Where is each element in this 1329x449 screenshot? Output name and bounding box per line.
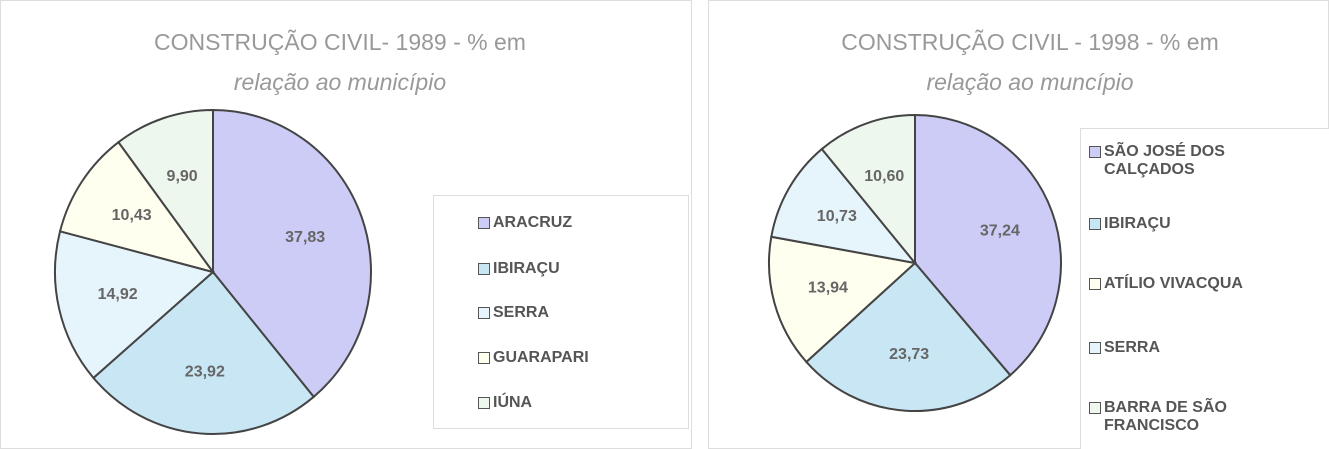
data-label: 37,24 (980, 222, 1020, 239)
pie-slice (804, 261, 1012, 412)
legend-swatch (1089, 402, 1101, 414)
legend: SÃO JOSÉ DOS CALÇADOS IBIRAÇU ATÍLIO VIVAC… (1080, 128, 1329, 449)
legend-item: SÃO JOSÉ DOS CALÇADOS (1089, 143, 1289, 179)
legend-label: SÃO JOSÉ DOS CALÇADOS (1104, 143, 1225, 178)
pie-slice (212, 108, 372, 399)
pie-slice (770, 147, 918, 265)
legend-item: IBIRAÇU (1089, 215, 1289, 233)
data-label: 14,92 (98, 286, 138, 303)
pie-slice (58, 140, 216, 274)
legend-swatch (478, 263, 490, 275)
legend-swatch (478, 352, 490, 364)
legend-label: SERRA (1104, 339, 1161, 356)
legend-label: IBIRAÇU (1104, 215, 1171, 232)
legend-label: IÚNA (493, 394, 533, 411)
pie-slice (54, 230, 216, 380)
legend: ARACRUZ IBIRAÇU SERRA GUARAPARI IÚNA (433, 195, 689, 429)
data-label: 9,90 (167, 168, 198, 185)
chart-title: CONSTRUÇÃO CIVIL- 1989 - % em (154, 29, 526, 55)
legend-label: GUARAPARI (493, 349, 589, 366)
legend-swatch (1089, 218, 1101, 230)
legend-swatch (1089, 342, 1101, 354)
legend-label: SERRA (493, 304, 550, 321)
legend-label: ATÍLIO VIVACQUA (1104, 275, 1243, 292)
data-label: 10,43 (112, 207, 152, 224)
legend-item: ARACRUZ (478, 214, 678, 232)
legend-item: GUARAPARI (478, 349, 678, 367)
chart-title: relação ao muncípio (926, 69, 1133, 95)
legend-swatch (478, 217, 490, 229)
pie-slice (820, 113, 916, 266)
data-label: 10,73 (817, 208, 857, 225)
pie-slice (117, 108, 214, 276)
legend-item: BARRA DE SÃO FRANCISCO (1089, 399, 1289, 435)
legend-swatch (478, 307, 490, 319)
legend-swatch (1089, 146, 1101, 158)
chart-title: relação ao município (234, 69, 446, 95)
legend-item: ATÍLIO VIVACQUA (1089, 275, 1289, 293)
data-label: 13,94 (808, 279, 848, 296)
data-label: 10,60 (864, 168, 904, 185)
legend-item: SERRA (478, 304, 678, 322)
legend-label: ARACRUZ (493, 214, 573, 231)
legend-label: BARRA DE SÃO FRANCISCO (1104, 399, 1227, 434)
pie-slice (92, 270, 316, 435)
pie-slice (768, 235, 918, 364)
legend-label: IBIRAÇU (493, 260, 560, 277)
legend-swatch (478, 397, 490, 409)
legend-item: IÚNA (478, 394, 678, 412)
data-label: 23,73 (889, 346, 929, 363)
chart-title: CONSTRUÇÃO CIVIL - 1998 - % em (841, 29, 1218, 55)
pie-slice (914, 113, 1062, 377)
data-label: 37,83 (285, 229, 325, 246)
legend-swatch (1089, 278, 1101, 290)
legend-item: SERRA (1089, 339, 1289, 357)
legend-item: IBIRAÇU (478, 260, 678, 278)
data-label: 23,92 (185, 363, 225, 380)
